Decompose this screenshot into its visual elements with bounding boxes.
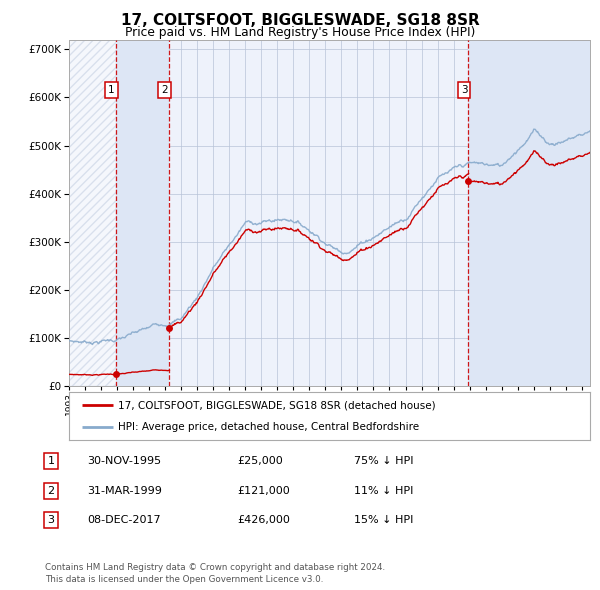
Text: HPI: Average price, detached house, Central Bedfordshire: HPI: Average price, detached house, Cent… [118,422,419,432]
Text: 3: 3 [47,516,55,525]
Text: 11% ↓ HPI: 11% ↓ HPI [354,486,413,496]
Text: £25,000: £25,000 [237,457,283,466]
Text: 30-NOV-1995: 30-NOV-1995 [87,457,161,466]
Text: 08-DEC-2017: 08-DEC-2017 [87,516,161,525]
Bar [69,40,116,386]
Text: Price paid vs. HM Land Registry's House Price Index (HPI): Price paid vs. HM Land Registry's House … [125,26,475,39]
Text: 15% ↓ HPI: 15% ↓ HPI [354,516,413,525]
Bar [469,40,590,386]
Text: 2: 2 [47,486,55,496]
Bar [116,40,169,386]
Bar [69,40,116,386]
Text: Contains HM Land Registry data © Crown copyright and database right 2024.
This d: Contains HM Land Registry data © Crown c… [45,563,385,584]
Text: 3: 3 [461,85,467,95]
Text: 1: 1 [47,457,55,466]
Text: 2: 2 [161,85,168,95]
Text: 31-MAR-1999: 31-MAR-1999 [87,486,162,496]
Text: £426,000: £426,000 [237,516,290,525]
Text: 17, COLTSFOOT, BIGGLESWADE, SG18 8SR (detached house): 17, COLTSFOOT, BIGGLESWADE, SG18 8SR (de… [118,400,436,410]
Text: 17, COLTSFOOT, BIGGLESWADE, SG18 8SR: 17, COLTSFOOT, BIGGLESWADE, SG18 8SR [121,13,479,28]
Text: 75% ↓ HPI: 75% ↓ HPI [354,457,413,466]
Text: £121,000: £121,000 [237,486,290,496]
Text: 1: 1 [108,85,115,95]
